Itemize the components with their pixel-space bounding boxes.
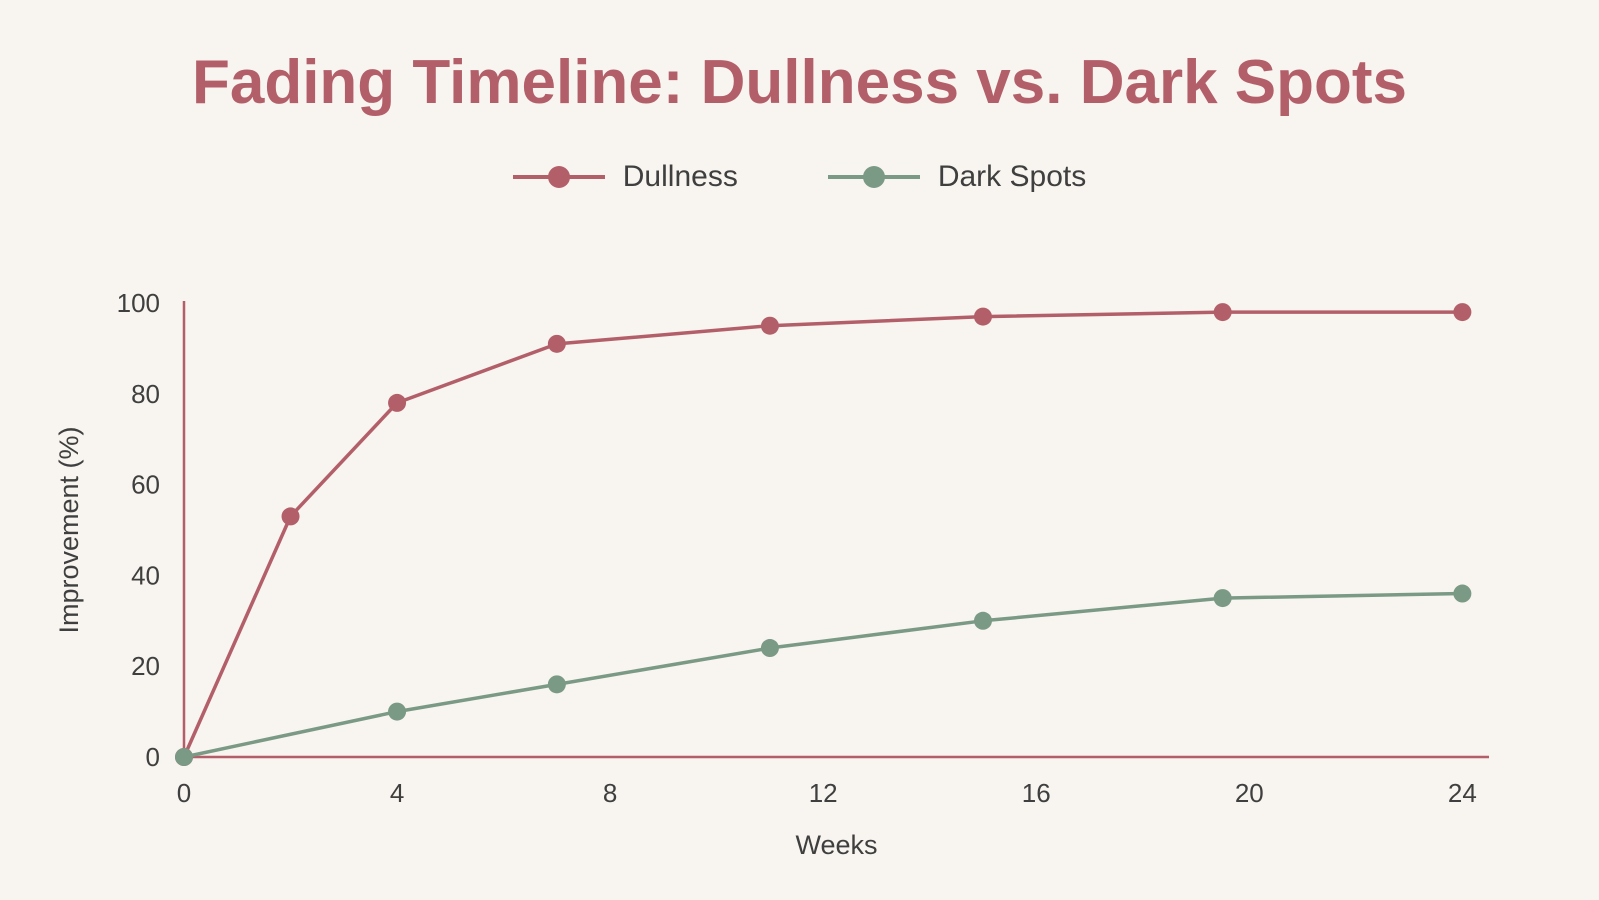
x-tick-label: 20 [1235, 778, 1264, 808]
legend-item-dark-spots: Dark Spots [827, 160, 1087, 194]
data-point-dullness [281, 507, 300, 526]
y-tick-label: 80 [131, 379, 160, 409]
data-point-dullness [388, 393, 407, 412]
x-tick-label: 8 [603, 778, 617, 808]
y-axis-label: Improvement (%) [54, 426, 84, 633]
data-point-dark-spots [1213, 589, 1232, 608]
legend-label-dark-spots: Dark Spots [937, 160, 1087, 193]
chart-series [175, 303, 1472, 766]
x-tick-label: 0 [177, 778, 191, 808]
series-line-dullness [182, 310, 1463, 758]
data-point-dullness [547, 334, 566, 353]
chart-title: Fading Timeline: Dullness vs. Dark Spots [191, 48, 1408, 117]
data-point-dark-spots [388, 702, 407, 721]
y-tick-label: 60 [131, 470, 160, 500]
data-point-dark-spots [547, 675, 566, 694]
legend-item-dullness: Dullness [512, 160, 738, 194]
series-line-dark-spots [183, 591, 1463, 759]
chart-legend: Dullness Dark Spots [0, 160, 1599, 194]
y-tick-label: 0 [146, 742, 160, 772]
x-tick-label: 4 [390, 778, 404, 808]
data-point-dark-spots [760, 639, 779, 658]
series-dullness [175, 303, 1472, 766]
y-tick-label: 40 [131, 560, 160, 590]
chart-axes: 0 4 8 12 16 20 24 0 20 40 60 80 100 [117, 288, 1489, 808]
series-dark-spots [175, 584, 1472, 766]
x-axis-label: Weeks [795, 830, 877, 860]
data-point-dullness [760, 316, 779, 335]
data-point-dullness [1213, 303, 1232, 322]
x-tick-label: 12 [809, 778, 838, 808]
data-point-dark-spots [973, 611, 992, 630]
x-tick-label: 24 [1448, 778, 1477, 808]
legend-swatch-dullness [512, 166, 605, 188]
data-point-dullness [1453, 303, 1472, 322]
y-tick-label: 100 [117, 288, 160, 318]
legend-swatch-dark-spots [827, 166, 920, 188]
data-point-dark-spots [1453, 584, 1472, 603]
y-tick-label: 20 [131, 651, 160, 681]
data-point-dark-spots [175, 748, 193, 766]
x-tick-label: 16 [1022, 778, 1051, 808]
legend-label-dullness: Dullness [622, 160, 738, 193]
data-point-dullness [973, 307, 992, 326]
